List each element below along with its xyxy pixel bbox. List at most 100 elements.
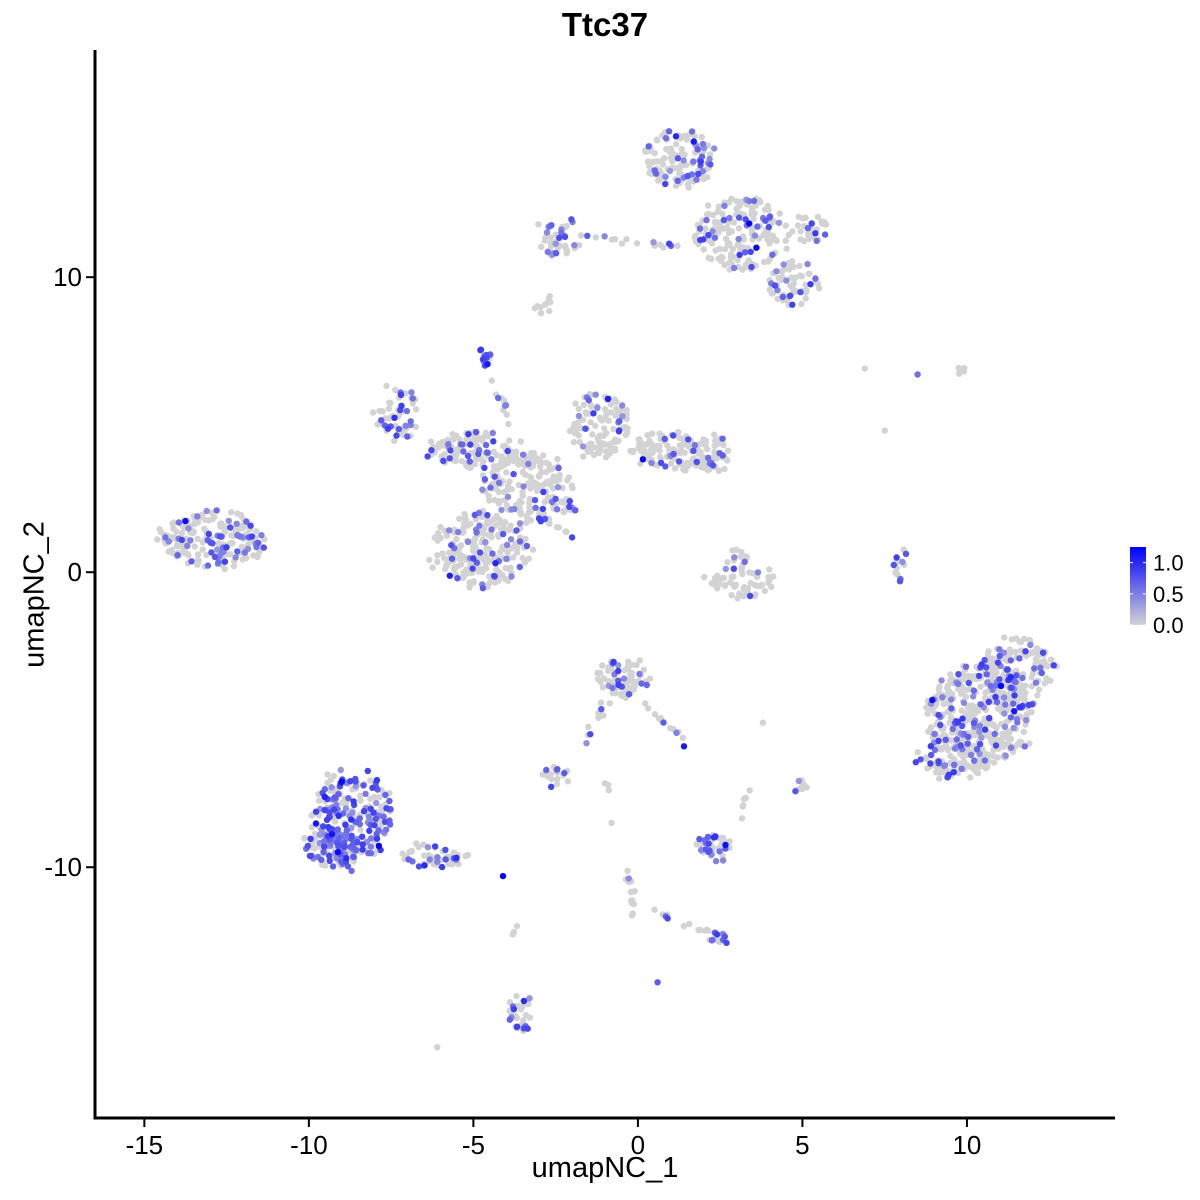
data-point bbox=[493, 452, 500, 459]
data-point bbox=[988, 673, 995, 681]
data-point bbox=[503, 469, 510, 476]
data-point bbox=[408, 389, 415, 396]
data-point bbox=[451, 564, 458, 571]
data-point bbox=[700, 246, 707, 253]
data-point bbox=[586, 446, 593, 453]
data-point bbox=[517, 438, 524, 445]
data-point bbox=[1020, 728, 1027, 736]
x-tick-label: 0 bbox=[631, 1130, 645, 1160]
data-point bbox=[365, 850, 372, 857]
data-point bbox=[620, 675, 628, 682]
data-point bbox=[721, 582, 729, 589]
data-point bbox=[326, 857, 333, 865]
data-point bbox=[553, 506, 561, 513]
data-point bbox=[761, 206, 769, 213]
data-point bbox=[691, 133, 698, 140]
data-point bbox=[702, 927, 709, 934]
data-point bbox=[1025, 701, 1033, 709]
data-point bbox=[595, 433, 603, 440]
data-point bbox=[971, 710, 979, 717]
data-point bbox=[706, 151, 714, 158]
data-point bbox=[1032, 679, 1040, 686]
data-point bbox=[487, 484, 494, 491]
data-point bbox=[684, 462, 691, 470]
data-point bbox=[661, 435, 668, 443]
data-point bbox=[1035, 686, 1043, 693]
data-point bbox=[575, 412, 583, 420]
data-point bbox=[719, 574, 726, 582]
data-point bbox=[348, 867, 355, 875]
data-point bbox=[610, 658, 617, 666]
data-point bbox=[227, 524, 234, 531]
data-point bbox=[688, 128, 696, 135]
data-point bbox=[454, 575, 461, 582]
data-point bbox=[165, 538, 172, 545]
data-point bbox=[956, 368, 964, 375]
data-point bbox=[602, 454, 610, 461]
data-point bbox=[708, 255, 715, 263]
data-point bbox=[738, 815, 746, 822]
data-point bbox=[321, 807, 328, 814]
data-point bbox=[360, 808, 368, 815]
data-point bbox=[476, 549, 484, 556]
data-point bbox=[964, 740, 971, 747]
data-point bbox=[576, 438, 583, 446]
data-point bbox=[221, 528, 229, 536]
data-point bbox=[935, 711, 942, 719]
data-point bbox=[352, 847, 359, 854]
data-point bbox=[580, 453, 587, 460]
data-point bbox=[508, 545, 515, 552]
data-point bbox=[458, 458, 466, 465]
data-point bbox=[711, 431, 718, 438]
data-point bbox=[498, 457, 505, 465]
data-point bbox=[993, 669, 1000, 676]
data-point bbox=[473, 428, 480, 436]
data-point bbox=[713, 931, 721, 938]
data-point bbox=[802, 295, 809, 302]
data-point bbox=[630, 900, 637, 908]
data-point bbox=[495, 394, 502, 402]
data-point bbox=[230, 562, 238, 570]
data-point bbox=[545, 461, 552, 468]
data-point bbox=[345, 795, 352, 802]
data-point bbox=[1047, 677, 1054, 684]
data-point bbox=[527, 474, 535, 481]
data-point bbox=[651, 906, 658, 913]
data-point bbox=[360, 782, 367, 789]
data-point bbox=[750, 197, 758, 205]
data-point bbox=[428, 447, 435, 454]
data-point bbox=[525, 555, 532, 562]
color-legend: 0.0 0.5 1.0 bbox=[1130, 547, 1184, 638]
data-point bbox=[1023, 717, 1030, 724]
y-axis-title: umapNC_2 bbox=[18, 521, 51, 668]
x-tick-label: -5 bbox=[462, 1130, 485, 1160]
data-point bbox=[472, 442, 480, 449]
data-point bbox=[722, 841, 729, 849]
data-point bbox=[935, 737, 942, 745]
data-point bbox=[491, 473, 498, 480]
data-point bbox=[807, 281, 814, 288]
data-point bbox=[608, 819, 615, 827]
data-point bbox=[472, 436, 479, 443]
data-point bbox=[483, 545, 490, 552]
data-point bbox=[405, 856, 412, 863]
data-point bbox=[587, 402, 594, 409]
data-point bbox=[690, 447, 697, 454]
data-point bbox=[446, 455, 453, 462]
data-point bbox=[730, 565, 737, 572]
data-point bbox=[734, 256, 741, 264]
data-point bbox=[605, 781, 612, 789]
data-point bbox=[676, 449, 684, 457]
data-point bbox=[434, 854, 441, 861]
data-point bbox=[211, 553, 219, 561]
data-point bbox=[704, 833, 712, 841]
data-point bbox=[1030, 648, 1038, 655]
data-point bbox=[472, 534, 479, 541]
data-point bbox=[194, 551, 202, 558]
data-point bbox=[766, 213, 774, 220]
data-point bbox=[492, 560, 499, 567]
data-point bbox=[795, 777, 803, 785]
data-point bbox=[188, 558, 195, 565]
data-point bbox=[766, 566, 773, 573]
data-point bbox=[1019, 682, 1026, 689]
